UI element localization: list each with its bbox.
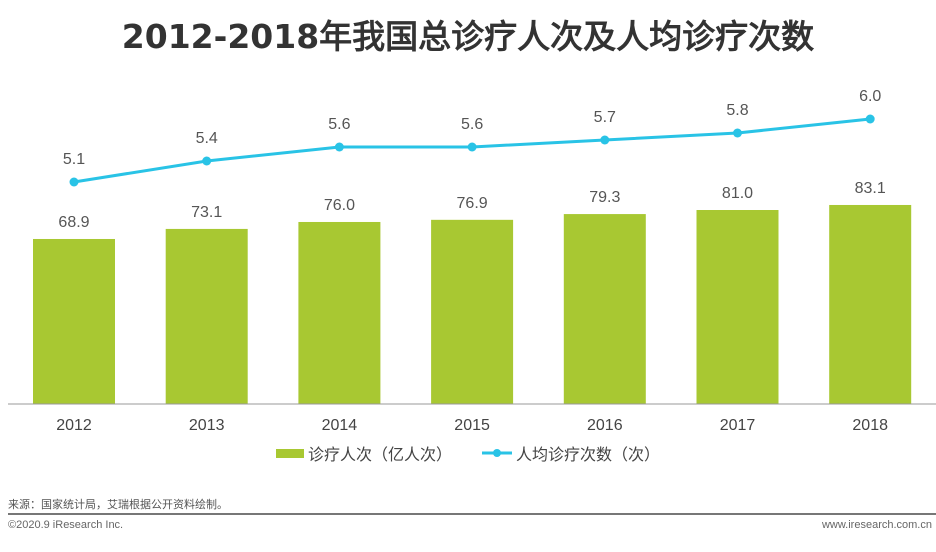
legend: 诊疗人次（亿人次） 人均诊疗次数（次） [0,441,936,465]
line-data-label: 6.0 [859,88,881,105]
line-data-label: 5.6 [461,116,483,133]
legend-swatch-line [482,449,512,457]
line-point [202,156,212,166]
legend-label: 诊疗人次（亿人次） [307,445,452,464]
line-data-label: 5.8 [726,102,748,119]
bar [563,214,646,404]
line-point [334,142,344,152]
copyright: ©2020.9 iResearch Inc. [8,519,124,531]
line-point [600,135,610,145]
legend-item-bar: 诊疗人次（亿人次） [275,441,452,465]
bar [696,210,779,404]
line-point [733,128,742,138]
chart-title: 2012-2018年我国总诊疗人次及人均诊疗次数 [121,17,815,56]
bar [431,219,514,404]
line-point [467,142,477,152]
x-tick-label: 2016 [587,417,623,434]
line-data-label: 5.4 [196,130,218,147]
bar-data-label: 68.9 [58,214,89,231]
x-tick-label: 2014 [322,417,358,434]
x-tick-label: 2018 [852,417,888,434]
bar-data-label: 73.1 [191,204,222,221]
x-tick-label: 2013 [189,417,225,434]
line-point [69,177,79,187]
legend-swatch-bar [275,448,304,458]
bar-data-label: 76.0 [324,197,355,214]
line-data-label: 5.1 [63,151,85,168]
bar-data-label: 76.9 [457,195,488,212]
x-tick-label: 2017 [720,417,756,434]
line-data-label: 5.6 [328,116,350,133]
x-tick-label: 2012 [56,417,92,434]
line-point [865,114,875,124]
line-data-label: 5.7 [594,109,616,126]
legend-label: 人均诊疗次数（次） [516,445,661,464]
website: www.iresearch.com.cn [821,519,932,531]
bar-data-label: 79.3 [589,189,620,206]
bar-data-label: 81.0 [722,185,753,202]
legend-item-line: 人均诊疗次数（次） [482,441,660,465]
bar-data-label: 83.1 [855,180,886,197]
bar [829,204,912,404]
footer-divider [8,513,936,515]
x-tick-label: 2015 [454,417,490,434]
bar [165,228,248,404]
bar [33,238,115,404]
bar [298,221,381,404]
source-note: 来源：国家统计局，艾瑞根据公开资料绘制。 [8,498,228,511]
